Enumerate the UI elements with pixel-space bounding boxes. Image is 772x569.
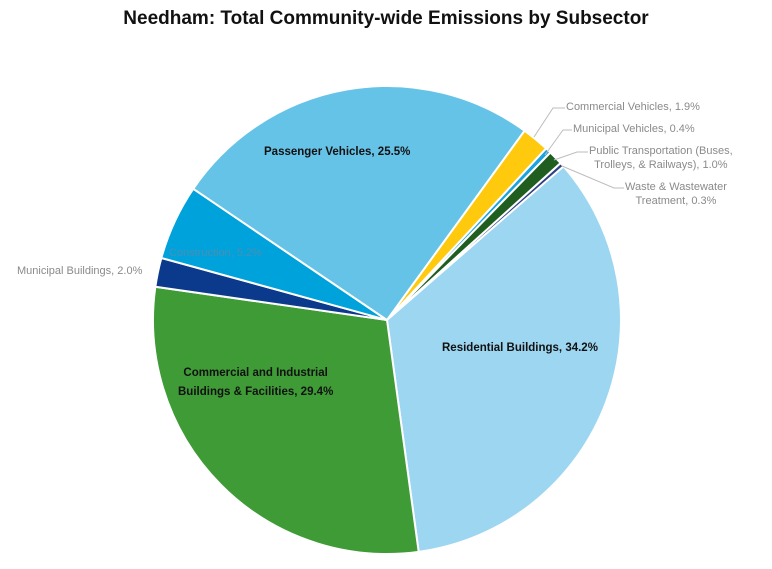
label-line: Trolleys, & Railways), 1.0% xyxy=(594,159,728,171)
label-line: Public Transportation (Buses, xyxy=(589,145,733,157)
label-line: Commercial and Industrial xyxy=(183,367,328,379)
label-line: Treatment, 0.3% xyxy=(635,195,717,207)
leader-line-waste xyxy=(561,165,624,189)
label-municipal-buildings: Municipal Buildings, 2.0% xyxy=(17,265,143,277)
label-waste: Waste & Wastewater Treatment, 0.3% xyxy=(625,180,727,208)
pie-slice-residential-buildings xyxy=(385,164,622,553)
chart-title: Needham: Total Community-wide Emissions … xyxy=(123,8,649,29)
label-construction: Construction, 5.2% xyxy=(169,247,262,259)
label-line: Buildings & Facilities, 29.4% xyxy=(178,386,334,398)
leader-line-municipal-vehicles xyxy=(544,129,572,156)
leader-lines xyxy=(533,107,624,189)
pie-slice-passenger-vehicles xyxy=(191,85,526,322)
label-commercial-vehicles: Commercial Vehicles, 1.9% xyxy=(566,101,700,113)
label-commercial-industrial: Commercial and Industrial Buildings & Fa… xyxy=(178,364,333,402)
label-passenger-vehicles: Passenger Vehicles, 25.5% xyxy=(264,146,411,158)
label-municipal-vehicles: Municipal Vehicles, 0.4% xyxy=(573,123,695,135)
leader-line-public-transportation xyxy=(553,151,588,161)
label-public-transportation: Public Transportation (Buses, Trolleys, … xyxy=(589,144,733,172)
pie-slice-commercial-and-industrial-buildings-facilities xyxy=(152,285,420,555)
label-line: Waste & Wastewater xyxy=(625,181,727,193)
leader-line-commercial-vehicles xyxy=(533,107,565,138)
label-residential-buildings: Residential Buildings, 34.2% xyxy=(442,342,598,354)
